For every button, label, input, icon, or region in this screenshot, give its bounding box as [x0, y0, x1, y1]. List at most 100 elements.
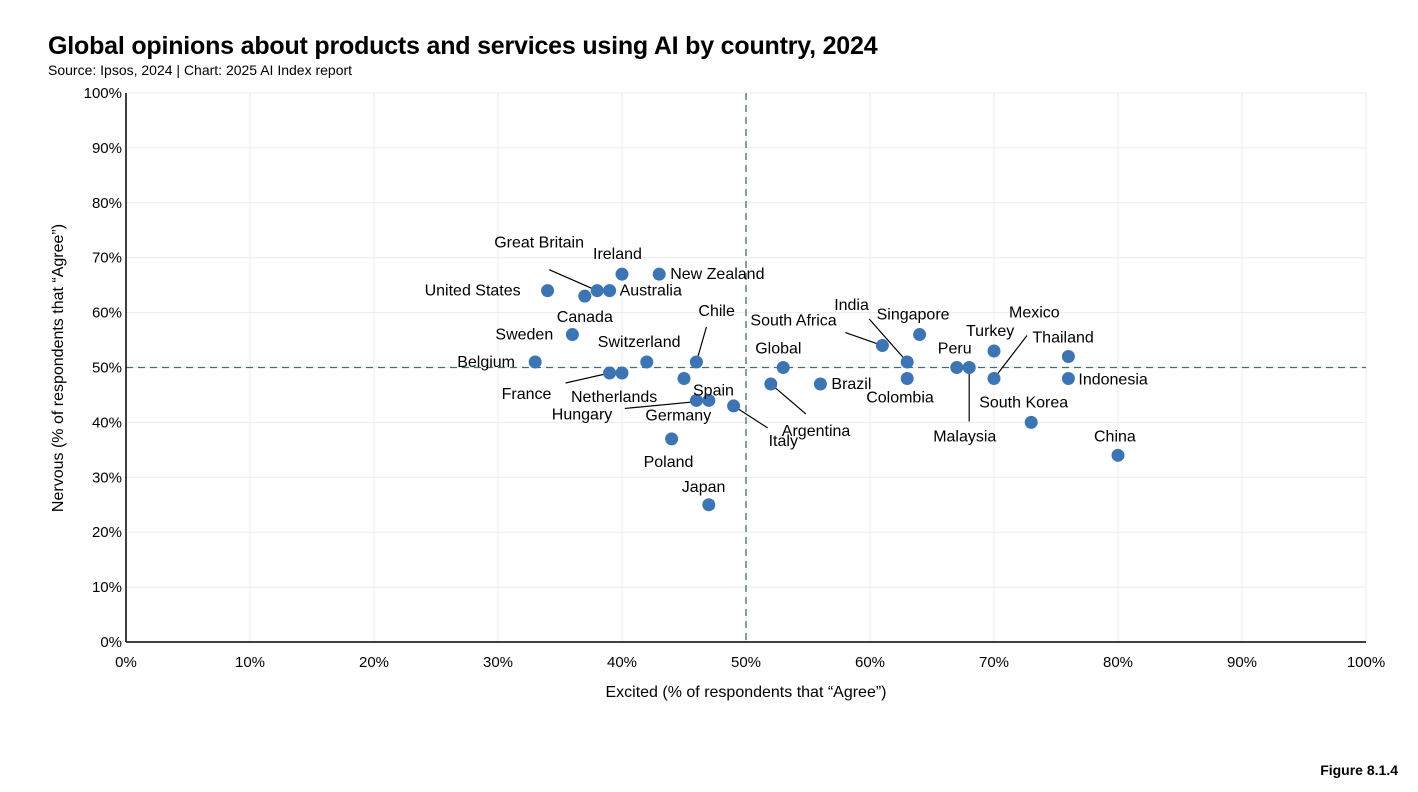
point-hungary: [702, 393, 716, 407]
point-label: New Zealand: [670, 266, 764, 283]
point-germany: [689, 393, 703, 407]
point-malaysia: [962, 361, 976, 374]
point-thailand: [1061, 350, 1075, 364]
y-tick-label: 0%: [100, 634, 122, 651]
point-great-britain: [590, 284, 604, 298]
leader-line: [565, 372, 610, 384]
x-tick-label: 80%: [1103, 654, 1133, 671]
leader-line: [548, 269, 598, 292]
leader-line: [845, 331, 883, 347]
point-label: Malaysia: [933, 429, 996, 446]
point-colombia: [900, 371, 914, 385]
point-label: Turkey: [966, 323, 1014, 340]
leader-line: [868, 318, 908, 363]
point-india: [900, 355, 914, 369]
point-mexico: [987, 371, 1001, 385]
point-label: Japan: [682, 479, 726, 496]
point-label: Global: [755, 341, 801, 358]
y-tick-label: 60%: [92, 305, 122, 322]
point-belgium: [528, 355, 542, 369]
point-label: Argentina: [782, 423, 851, 440]
figure-label: Figure 8.1.4: [1320, 762, 1398, 778]
point-label: Spain: [693, 382, 734, 399]
point-label: Great Britain: [494, 235, 584, 252]
point-label: Brazil: [831, 376, 871, 393]
point-label: Poland: [644, 454, 694, 471]
point-label: Colombia: [866, 389, 934, 406]
y-tick-label: 80%: [92, 195, 122, 212]
point-label: Italy: [769, 433, 798, 450]
point-global: [776, 361, 790, 374]
y-tick-label: 20%: [92, 524, 122, 541]
x-tick-label: 90%: [1227, 654, 1257, 671]
point-argentina: [764, 377, 778, 391]
y-tick-label: 70%: [92, 250, 122, 267]
chart-title: Global opinions about products and servi…: [48, 32, 878, 60]
y-tick-label: 50%: [92, 360, 122, 377]
point-label: Netherlands: [571, 389, 657, 406]
point-label: Hungary: [552, 406, 612, 423]
x-tick-label: 20%: [359, 654, 389, 671]
scatter-chart: 0% 10% 20% 30% 40% 50% 60% 70% 80% 90% 100% 0% 10% 20…: [50, 85, 1386, 701]
point-label: United States: [425, 283, 521, 300]
point-ireland: [615, 267, 629, 281]
point-peru: [950, 361, 964, 374]
point-label: Peru: [938, 341, 972, 358]
point-label: Singapore: [877, 307, 950, 324]
point-canada: [578, 289, 592, 303]
x-axis-title: Excited (% of respondents that “Agree”): [605, 684, 886, 701]
point-label: South Korea: [979, 394, 1068, 411]
point-italy: [727, 399, 741, 413]
point-switzerland: [640, 355, 654, 369]
point-label: Ireland: [593, 246, 642, 263]
y-tick-label: 30%: [92, 469, 122, 486]
point-south-korea: [1024, 415, 1038, 429]
leader-line: [733, 405, 768, 429]
x-tick-label: 70%: [979, 654, 1009, 671]
point-chile: [689, 355, 703, 369]
point-label: Switzerland: [598, 334, 681, 351]
point-label: Chile: [698, 303, 735, 320]
point-australia: [603, 284, 617, 298]
point-new-zealand: [652, 267, 666, 281]
y-tick-label: 90%: [92, 140, 122, 157]
x-tick-label: 50%: [731, 654, 761, 671]
x-tick-label: 100%: [1347, 654, 1385, 671]
point-south-africa: [875, 339, 889, 353]
point-japan: [702, 498, 716, 512]
point-label: Mexico: [1009, 304, 1060, 321]
point-label: Canada: [557, 309, 613, 326]
x-tick-label: 40%: [607, 654, 637, 671]
point-label: Germany: [645, 407, 711, 424]
axes: 0% 10% 20% 30% 40% 50% 60% 70% 80% 90% 100% 0% 10% 20…: [84, 85, 1386, 671]
x-tick-label: 0%: [115, 654, 137, 671]
x-tick-label: 60%: [855, 654, 885, 671]
reference-lines: [126, 93, 1366, 642]
leader-line: [993, 335, 1028, 379]
point-label: India: [834, 297, 869, 314]
point-brazil: [813, 377, 827, 391]
point-label: France: [502, 386, 552, 403]
point-united-states: [541, 284, 555, 298]
point-spain: [677, 371, 691, 385]
point-label: Indonesia: [1078, 371, 1147, 388]
point-singapore: [913, 328, 927, 342]
point-label: Belgium: [457, 354, 515, 371]
point-label: Thailand: [1032, 330, 1093, 347]
leader-line: [770, 383, 807, 415]
y-tick-label: 100%: [84, 85, 122, 102]
y-tick-label: 40%: [92, 414, 122, 431]
point-label: Australia: [620, 283, 682, 300]
x-tick-label: 30%: [483, 654, 513, 671]
chart-subtitle: Source: Ipsos, 2024 | Chart: 2025 AI Ind…: [48, 62, 353, 78]
point-turkey: [987, 344, 1001, 358]
data-points: [528, 267, 1125, 512]
point-poland: [665, 432, 679, 446]
point-netherlands: [615, 366, 629, 380]
point-label: South Africa: [750, 313, 836, 330]
y-axis-title: Nervous (% of respondents that “Agree”): [50, 224, 67, 512]
y-tick-label: 10%: [92, 579, 122, 596]
point-sweden: [565, 328, 579, 342]
point-label: Sweden: [495, 327, 553, 344]
point-france: [603, 366, 617, 380]
